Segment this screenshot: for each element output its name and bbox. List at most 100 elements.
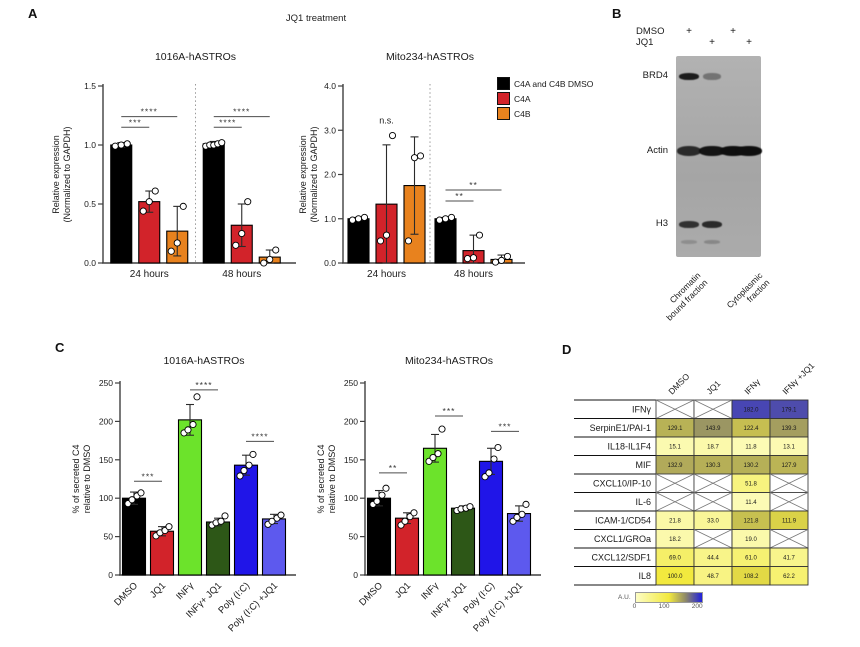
significance-stars: ** bbox=[455, 191, 464, 201]
heatmap-column-header: JQ1 bbox=[704, 378, 722, 396]
plus-mark: + bbox=[746, 37, 752, 48]
x-category-label: INFγ bbox=[419, 580, 441, 602]
Actin-band bbox=[736, 146, 762, 156]
data-point bbox=[218, 139, 226, 147]
data-point bbox=[179, 202, 187, 210]
bar bbox=[205, 521, 231, 576]
cross-line bbox=[769, 473, 809, 493]
heatmap-row-label: CXCL12/SDF1 bbox=[591, 552, 651, 562]
data-point bbox=[111, 142, 119, 150]
faint-band bbox=[703, 240, 721, 244]
plus-mark: + bbox=[709, 37, 715, 48]
cross-line bbox=[693, 492, 733, 512]
y-axis-label: % of secreted C4 bbox=[71, 444, 81, 513]
y-tick-label: 4.0 bbox=[324, 81, 336, 91]
BRD4-band bbox=[703, 72, 721, 80]
significance-stars: ** bbox=[469, 180, 478, 190]
data-point bbox=[382, 231, 391, 239]
bar bbox=[422, 447, 448, 576]
data-point bbox=[447, 213, 456, 221]
data-point bbox=[137, 489, 145, 497]
heatmap-cell-value: 21.8 bbox=[669, 519, 681, 525]
data-point bbox=[485, 469, 493, 477]
x-group-label: 24 hours bbox=[130, 269, 169, 280]
panel-a-label: A bbox=[28, 6, 38, 21]
colorbar-ticks: 0 100 200 bbox=[633, 603, 703, 610]
chart-mito234-expression: Mito234-hASTROs Relative expression (Norma… bbox=[298, 51, 525, 280]
data-point bbox=[277, 511, 285, 519]
significance-stars: *** bbox=[142, 471, 155, 481]
data-point bbox=[429, 453, 437, 462]
x-category-label: JQ1 bbox=[148, 580, 168, 600]
y-axis-label: relative to DMSO bbox=[327, 445, 337, 514]
heatmap-cell-value: 130.2 bbox=[743, 463, 759, 469]
data-point bbox=[266, 255, 274, 264]
y-axis-label: Relative expression bbox=[51, 135, 61, 214]
heatmap-column-header: IFNγ +JQ1 bbox=[780, 360, 816, 396]
cross-line bbox=[693, 529, 733, 549]
data-point bbox=[189, 420, 197, 429]
heatmap-cell-value: 100.0 bbox=[667, 574, 683, 580]
x-category-label: INFγ bbox=[174, 580, 196, 602]
data-point bbox=[221, 512, 229, 520]
x-category-label: DMSO bbox=[112, 580, 140, 608]
Actin-band bbox=[699, 146, 725, 156]
legend-swatch bbox=[497, 107, 510, 120]
band-label-brd4: BRD4 bbox=[642, 70, 668, 81]
x-group-label: 48 hours bbox=[454, 269, 493, 280]
significance-stars: ** bbox=[389, 463, 398, 473]
bar bbox=[366, 497, 392, 576]
heatmap-column-header: IFNγ bbox=[742, 376, 762, 396]
data-point bbox=[491, 258, 500, 266]
y-tick-label: 100 bbox=[99, 493, 113, 503]
data-point bbox=[238, 229, 246, 238]
chart-mito234-secreted-c4: Mito234-hASTROs % of secreted C4 relative … bbox=[316, 355, 541, 634]
x-category-label: DMSO bbox=[357, 580, 385, 608]
data-point bbox=[348, 216, 357, 224]
y-tick-label: 0 bbox=[353, 570, 358, 580]
data-point bbox=[404, 237, 413, 245]
legend-label: C4B bbox=[514, 108, 531, 119]
colorbar-tick: 100 bbox=[658, 603, 670, 610]
H3-band bbox=[702, 220, 722, 228]
data-point bbox=[469, 254, 478, 262]
y-tick-label: 250 bbox=[99, 378, 113, 388]
cross-line bbox=[655, 492, 695, 512]
colorbar-tick: 0 bbox=[632, 603, 637, 610]
heatmap-cell-value: 130.3 bbox=[705, 463, 721, 469]
y-tick-label: 200 bbox=[99, 416, 113, 426]
data-point bbox=[167, 247, 175, 255]
heatmap-row-label: ICAM-1/CD54 bbox=[595, 515, 651, 525]
data-point bbox=[463, 255, 472, 263]
heatmap-cell-value: 132.9 bbox=[667, 463, 683, 469]
Actin-band bbox=[676, 146, 702, 156]
cytokine-heatmap: DMSO JQ1 IFNγ IFNγ +JQ1 IFNγ 182.0 179.1 Serpin… bbox=[574, 360, 816, 586]
data-point bbox=[466, 503, 474, 511]
chart-1016a-secreted-c4: 1016A-hASTROs % of secreted C4 relative to… bbox=[71, 355, 296, 634]
data-point bbox=[503, 252, 512, 260]
legend-label: C4A bbox=[514, 93, 531, 104]
y-tick-label: 50 bbox=[104, 532, 114, 542]
plus-mark: + bbox=[686, 26, 692, 37]
heatmap-cell-value: 15.1 bbox=[669, 445, 681, 451]
band-label-h3: H3 bbox=[655, 218, 668, 229]
chart-title: Mito234-hASTROs bbox=[386, 51, 474, 63]
legend: C4A and C4B DMSO C4A C4B bbox=[497, 77, 593, 122]
significance-stars: **** bbox=[141, 107, 158, 117]
heatmap-cell-value: 121.8 bbox=[743, 519, 759, 525]
heatmap-colorbar: A.U. 0 100 200 bbox=[618, 592, 703, 610]
data-point bbox=[410, 154, 419, 162]
panel-b-label: B bbox=[612, 6, 622, 21]
cross-line bbox=[769, 492, 809, 512]
heatmap-row-label: CXCL10/IP-10 bbox=[593, 478, 651, 488]
y-tick-label: 200 bbox=[344, 416, 358, 426]
heatmap-cell-value: 61.0 bbox=[745, 556, 757, 562]
data-point bbox=[434, 450, 442, 458]
significance-stars: **** bbox=[233, 107, 250, 117]
cross-line bbox=[769, 529, 809, 549]
data-point bbox=[401, 517, 409, 525]
data-point bbox=[240, 467, 248, 475]
heatmap-column-header: DMSO bbox=[666, 371, 691, 396]
heatmap-cell-value: 139.3 bbox=[781, 426, 797, 432]
data-point bbox=[354, 215, 363, 223]
